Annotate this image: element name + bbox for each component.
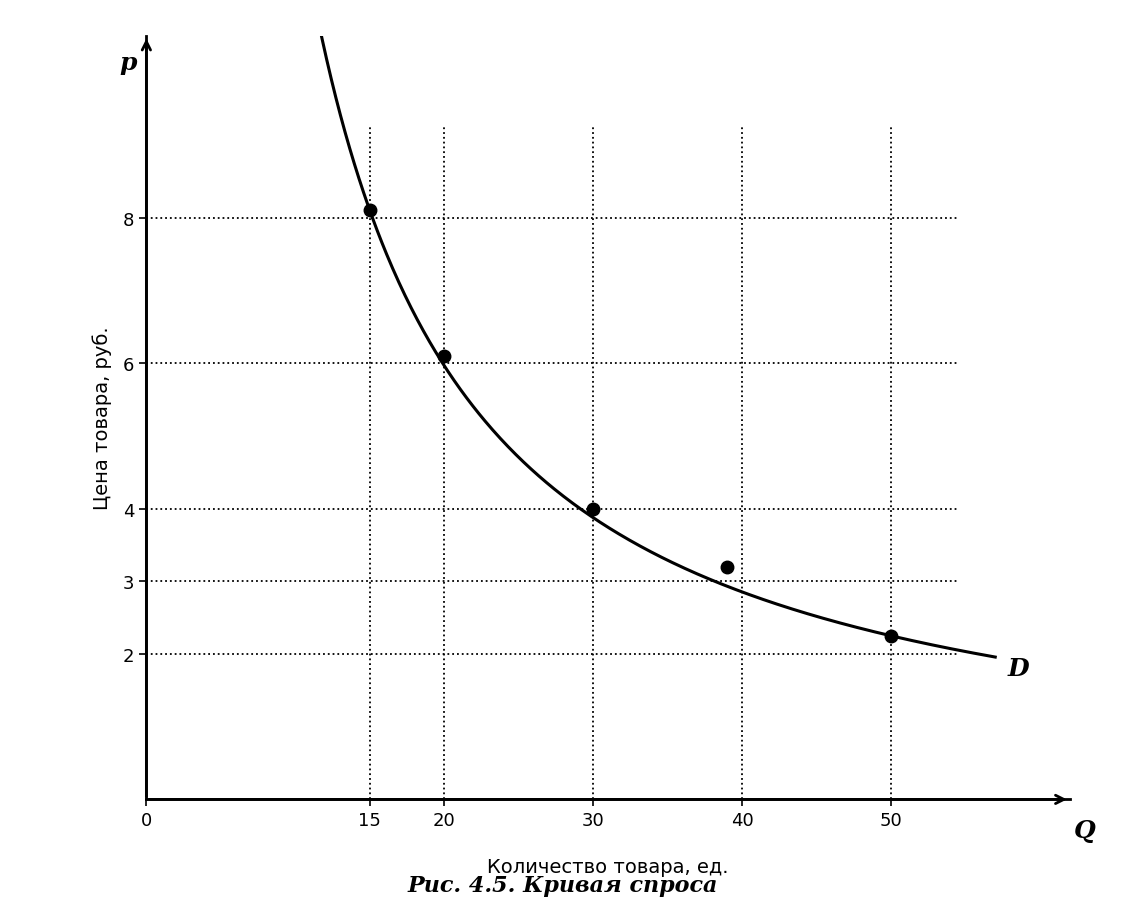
Text: D: D <box>1007 656 1029 680</box>
X-axis label: Количество товара, ед.: Количество товара, ед. <box>488 857 729 876</box>
Text: p: p <box>119 51 137 75</box>
Text: Q: Q <box>1074 818 1096 842</box>
Text: Рис. 4.5. Кривая спроса: Рис. 4.5. Кривая спроса <box>408 874 718 896</box>
Y-axis label: Цена товара, руб.: Цена товара, руб. <box>92 326 111 510</box>
